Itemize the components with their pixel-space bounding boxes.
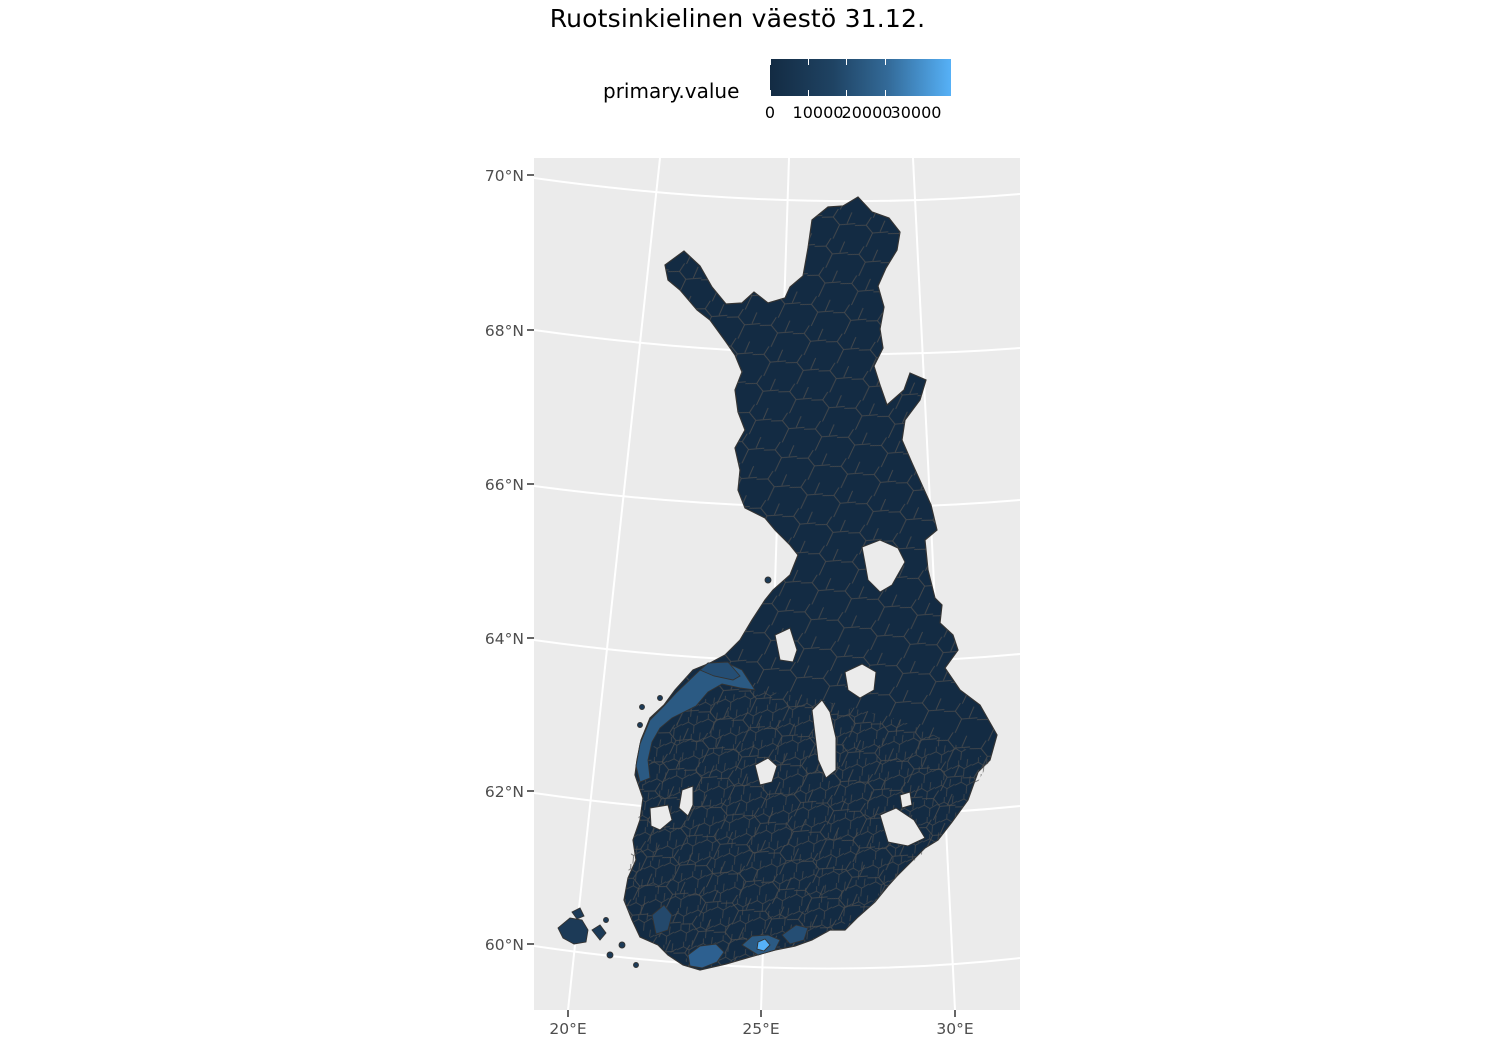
legend-tick-10000: [808, 59, 809, 96]
islet-6: [639, 704, 645, 710]
label-68n: 68°N: [485, 322, 524, 340]
islet-5: [637, 722, 643, 728]
swedish-speaking-regions: [635, 661, 809, 969]
label-66n: 66°N: [485, 476, 524, 494]
legend-label-30000: 30000: [890, 103, 942, 122]
label-20e: 20°E: [549, 1020, 586, 1038]
islet-1: [606, 951, 614, 959]
uusimaa-west: [687, 943, 725, 969]
legend-label-0: 0: [764, 103, 776, 122]
islet-4: [633, 962, 639, 968]
label-62n: 62°N: [485, 783, 524, 801]
meridian-30e: [912, 158, 956, 1010]
islet-2: [618, 941, 626, 949]
municipality-borders-south: [624, 690, 990, 970]
islet-8: [764, 576, 772, 584]
aland-islands: [557, 576, 772, 968]
islet-3: [603, 917, 609, 923]
lake-north-pocket: [774, 627, 798, 663]
aland-north: [571, 907, 585, 920]
ostrobothnia-coast: [635, 661, 756, 783]
legend-tick-20000: [846, 59, 847, 96]
lake-oulujarvi: [861, 539, 906, 593]
legend-colorbar: [770, 59, 951, 96]
label-25e: 25°E: [742, 1020, 779, 1038]
lake-nw: [678, 785, 694, 817]
label-60n: 60°N: [485, 936, 524, 954]
turku-archipelago: [651, 904, 673, 935]
legend-tick-30000: [885, 59, 886, 96]
lake-saimaa: [879, 807, 926, 847]
label-30e: 30°E: [936, 1020, 973, 1038]
uusimaa-east: [781, 924, 809, 945]
parallel-70n: [534, 177, 1020, 203]
legend-label-20000: 20000: [841, 103, 893, 122]
label-64n: 64°N: [485, 630, 524, 648]
finland-municipalities: [557, 196, 998, 971]
lake-small-east: [899, 791, 913, 809]
aland-east: [591, 924, 607, 941]
lake-sw: [649, 804, 673, 831]
ostrobothnia-north: [699, 661, 741, 681]
meridian-20e: [567, 158, 661, 1010]
helsinki: [756, 938, 771, 952]
lake-nasijarvi: [754, 757, 778, 786]
islet-7: [657, 695, 663, 701]
legend-label-10000: 10000: [792, 103, 844, 122]
label-70n: 70°N: [485, 167, 524, 185]
lake-kallavesi: [844, 663, 877, 699]
lakes: [649, 539, 926, 847]
lake-paijanne: [811, 699, 837, 779]
axis-ticks: [527, 174, 956, 1017]
aland-main: [557, 917, 589, 945]
legend-tick-0: [770, 59, 771, 96]
chart-title: Ruotsinkielinen väestö 31.12.: [549, 4, 926, 33]
legend-title: primary.value: [603, 79, 740, 103]
parallel-60n: [534, 945, 1020, 970]
